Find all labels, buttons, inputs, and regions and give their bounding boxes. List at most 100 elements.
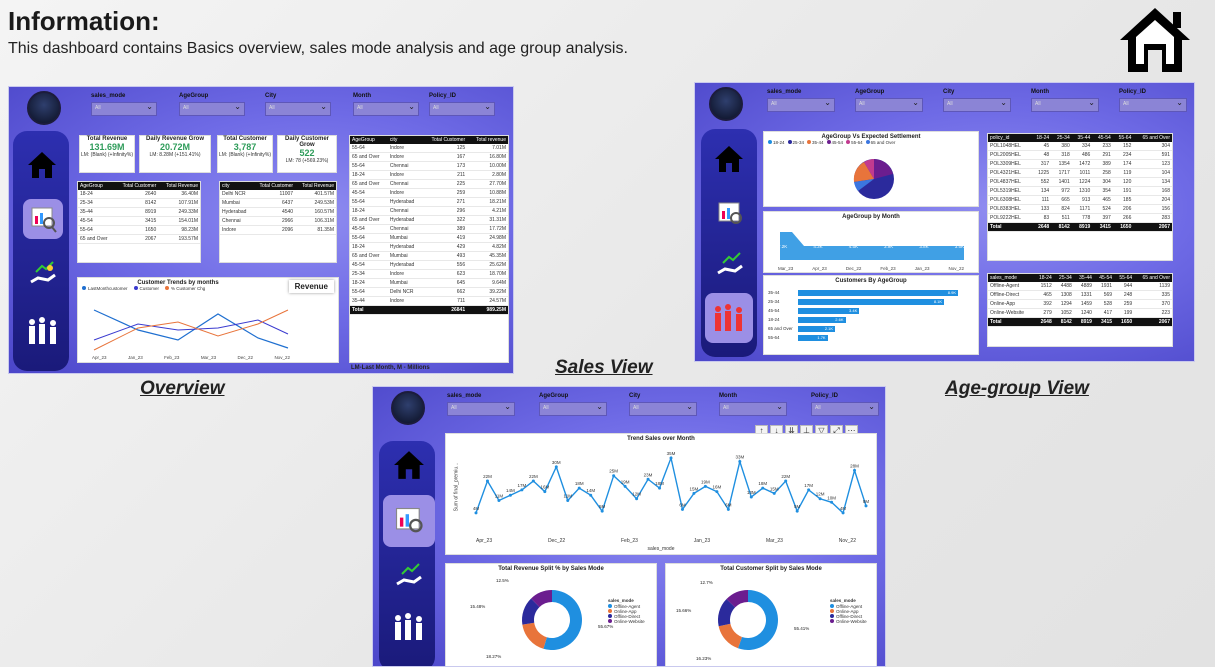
trend-point[interactable] [646,477,650,481]
slicer-dropdown[interactable]: All [629,402,697,416]
slicer-city[interactable]: City All [943,89,1011,117]
trend-point[interactable] [830,500,834,504]
column-header[interactable]: Total Revenue [158,182,200,190]
trend-point[interactable] [761,486,765,490]
agegroup-thumbnail[interactable]: AgeGroup Vs Expected Settlement 18-24 25-… [694,82,1195,362]
column-header[interactable]: Total revenue [467,136,508,144]
sales-caption[interactable]: Sales View [555,357,653,378]
trend-point[interactable] [853,468,857,472]
bar[interactable]: 3.4K [798,307,860,314]
nav-growth-button[interactable] [389,555,429,595]
slicer-dropdown[interactable]: All [719,402,787,416]
slicer-dropdown[interactable]: All [1031,98,1099,112]
column-header[interactable]: city [220,182,253,190]
slicer-policy_id[interactable]: Policy_ID All [429,93,495,121]
nav-home-button[interactable] [23,147,61,183]
column-header[interactable]: Total Revenue [295,182,336,190]
trend-point[interactable] [589,493,593,497]
trend-point[interactable] [669,456,673,460]
nav-sales-button[interactable] [383,495,435,547]
column-header[interactable]: policy_id [988,134,1031,142]
trend-point[interactable] [692,491,696,495]
slicer-dropdown[interactable]: All [353,102,419,116]
trend-point[interactable] [554,465,558,469]
column-header[interactable]: 45-54 [1092,134,1113,142]
donut-slice[interactable] [522,622,547,649]
nav-growth-button[interactable] [23,253,63,293]
column-header[interactable]: Total Customer [252,182,296,190]
revenue-toggle-button[interactable]: Revenue [288,280,334,293]
donut-slice[interactable] [726,590,748,608]
column-header[interactable]: 35-44 [1071,134,1093,142]
trend-point[interactable] [864,504,868,508]
column-header[interactable]: 18-24 [1033,274,1054,282]
trend-point[interactable] [635,497,639,501]
donut-slice[interactable] [737,590,778,650]
trend-point[interactable] [543,490,547,494]
trend-point[interactable] [703,484,707,488]
slicer-agegroup[interactable]: AgeGroup All [539,393,607,421]
column-header[interactable]: city [387,136,422,144]
nav-home-button[interactable] [389,445,429,485]
trend-point[interactable] [795,509,799,513]
column-header[interactable]: 45-54 [1093,274,1115,282]
slicer-agegroup[interactable]: AgeGroup All [179,93,245,121]
bar[interactable]: 8.9K [798,289,958,296]
trend-point[interactable] [577,486,581,490]
trend-point[interactable] [726,507,730,511]
slicer-sales_mode[interactable]: sales_mode All [447,393,515,421]
slicer-dropdown[interactable]: All [811,402,879,416]
column-header[interactable]: Total Customer [421,136,468,144]
column-header[interactable]: 55-64 [1112,134,1134,142]
column-header[interactable]: AgeGroup [350,136,388,144]
slicer-policy_id[interactable]: Policy_ID All [811,393,879,421]
nav-growth-button[interactable] [711,245,749,283]
slicer-sales_mode[interactable]: sales_mode All [767,89,835,117]
slicer-dropdown[interactable]: All [855,98,923,112]
slicer-dropdown[interactable]: All [767,98,835,112]
column-header[interactable]: sales_mode [988,274,1034,282]
nav-agegroup-button[interactable] [23,309,63,353]
slicer-agegroup[interactable]: AgeGroup All [855,89,923,117]
slicer-dropdown[interactable]: All [91,102,157,116]
trend-point[interactable] [784,479,788,483]
trend-point[interactable] [658,486,662,490]
home-icon[interactable] [1118,4,1192,74]
slicer-city[interactable]: City All [265,93,331,121]
bar[interactable]: 8.1K [798,298,945,305]
overview-caption[interactable]: Overview [140,378,225,399]
trend-point[interactable] [508,493,512,497]
column-header[interactable]: 25-34 [1051,134,1072,142]
trend-point[interactable] [807,488,811,492]
slicer-city[interactable]: City All [629,393,697,421]
nav-agegroup-button[interactable] [705,293,753,343]
slicer-dropdown[interactable]: All [265,102,331,116]
slicer-dropdown[interactable]: All [179,102,245,116]
slicer-dropdown[interactable]: All [1119,98,1187,112]
donut-slice[interactable] [543,590,582,650]
trend-point[interactable] [749,495,753,499]
nav-home-button[interactable] [711,141,747,177]
slicer-month[interactable]: Month All [1031,89,1099,117]
slicer-month[interactable]: Month All [719,393,787,421]
slicer-dropdown[interactable]: All [429,102,495,116]
donut-slice[interactable] [718,623,742,649]
bar[interactable]: 1.7K [798,334,828,341]
trend-point[interactable] [818,497,822,501]
trend-point[interactable] [612,474,616,478]
donut-slice[interactable] [531,590,552,608]
sales-thumbnail[interactable]: ↑ ↓ ⇊ ⊥ ▽ ⤢ ⋯ Trend Sales over Month Sum of fi… [372,386,886,667]
trend-point[interactable] [623,484,627,488]
column-header[interactable]: 65 and Over [1134,274,1172,282]
bar[interactable]: 2.1K [798,325,836,332]
column-header[interactable]: 25-34 [1053,274,1074,282]
slicer-dropdown[interactable]: All [539,402,607,416]
column-header[interactable]: 65 and Over [1133,134,1172,142]
trend-point[interactable] [841,511,845,515]
trend-point[interactable] [485,479,489,483]
trend-point[interactable] [497,499,501,503]
trend-point[interactable] [566,499,570,503]
trend-point[interactable] [680,507,684,511]
donut-slice[interactable] [522,598,540,625]
slicer-sales_mode[interactable]: sales_mode All [91,93,157,121]
